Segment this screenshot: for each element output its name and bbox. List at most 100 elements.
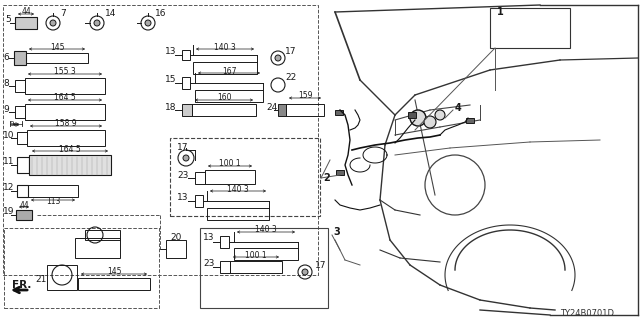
Text: 158 9: 158 9 [55, 119, 77, 129]
Bar [17, 185, 28, 197]
Bar [15, 106, 25, 118]
Bar [466, 118, 474, 123]
Text: 20: 20 [170, 234, 181, 243]
Text: 11: 11 [3, 157, 15, 166]
Text: 17: 17 [285, 47, 296, 57]
Bar [14, 51, 26, 65]
Bar [234, 248, 298, 260]
Bar [27, 130, 105, 146]
Bar [182, 50, 190, 60]
Bar [182, 104, 192, 116]
Text: 145: 145 [107, 268, 121, 276]
Text: 159: 159 [298, 92, 312, 100]
Text: 10: 10 [3, 131, 15, 140]
Bar [17, 132, 27, 144]
Text: 17: 17 [315, 261, 326, 270]
Circle shape [94, 20, 100, 26]
Bar [47, 265, 77, 290]
Text: 9: 9 [3, 105, 9, 114]
Text: 2: 2 [323, 173, 330, 183]
Circle shape [50, 20, 56, 26]
Text: 1: 1 [497, 7, 504, 17]
Text: 9: 9 [10, 121, 15, 127]
Text: 21: 21 [35, 276, 46, 284]
Text: FR.: FR. [12, 280, 31, 290]
Bar [25, 78, 105, 94]
Bar [207, 208, 269, 220]
Text: 164 5: 164 5 [59, 145, 81, 154]
Text: 5: 5 [5, 15, 11, 25]
Bar [286, 104, 324, 116]
Bar [25, 104, 105, 120]
Bar [17, 157, 29, 173]
Text: 44: 44 [21, 7, 31, 17]
Text: TY24B0701D: TY24B0701D [560, 309, 614, 318]
Bar [166, 240, 186, 258]
Bar [200, 228, 328, 308]
Text: 44: 44 [19, 201, 29, 210]
Bar [15, 80, 25, 92]
Text: 23: 23 [203, 259, 214, 268]
Bar [4, 228, 159, 308]
Bar [170, 138, 320, 216]
Text: 14: 14 [105, 9, 116, 18]
Bar [490, 8, 570, 48]
Text: 100 1: 100 1 [219, 159, 241, 169]
Bar [29, 155, 111, 175]
Text: 140 3: 140 3 [214, 43, 236, 52]
Bar [193, 62, 257, 74]
Bar [195, 90, 263, 102]
Text: 16: 16 [155, 9, 166, 18]
Bar [278, 104, 286, 116]
Bar [16, 210, 32, 220]
Bar [336, 170, 344, 175]
Text: 23: 23 [177, 171, 188, 180]
Text: 164 5: 164 5 [54, 93, 76, 102]
Circle shape [424, 116, 436, 128]
Bar [195, 172, 205, 184]
Bar [408, 112, 416, 118]
Text: 160: 160 [217, 93, 231, 102]
Bar [85, 230, 120, 240]
Text: 140 3: 140 3 [255, 226, 277, 235]
Text: 6: 6 [3, 53, 9, 62]
Bar [28, 185, 78, 197]
Text: 4: 4 [455, 103, 461, 113]
Text: 19: 19 [3, 207, 15, 217]
Text: 12: 12 [3, 183, 14, 193]
Bar [335, 110, 343, 115]
Circle shape [435, 110, 445, 120]
Circle shape [302, 269, 308, 275]
Text: 113: 113 [46, 197, 60, 206]
Text: 140 3: 140 3 [227, 185, 249, 194]
Circle shape [275, 55, 281, 61]
Bar [182, 77, 190, 89]
Bar [15, 17, 37, 29]
Bar [75, 238, 120, 258]
Text: 7: 7 [60, 9, 66, 18]
Text: 145: 145 [50, 43, 64, 52]
Bar [220, 236, 229, 248]
Bar [26, 53, 88, 63]
Text: 17: 17 [177, 143, 189, 153]
Circle shape [145, 20, 151, 26]
Text: 3: 3 [333, 227, 340, 237]
Text: 13: 13 [177, 194, 189, 203]
Circle shape [183, 155, 189, 161]
Text: 15: 15 [165, 76, 177, 84]
Bar [195, 195, 203, 207]
Text: 167: 167 [221, 67, 236, 76]
Text: 18: 18 [165, 102, 177, 111]
Bar [78, 278, 150, 290]
Text: 8: 8 [3, 78, 9, 87]
Text: 24: 24 [266, 102, 277, 111]
Bar [192, 104, 256, 116]
Bar [3, 5, 318, 275]
Text: 13: 13 [203, 234, 214, 243]
Bar [230, 261, 282, 273]
Bar [205, 170, 255, 184]
Bar [220, 261, 230, 273]
Text: 100 1: 100 1 [245, 251, 267, 260]
Circle shape [410, 110, 426, 126]
Text: 155 3: 155 3 [54, 68, 76, 76]
